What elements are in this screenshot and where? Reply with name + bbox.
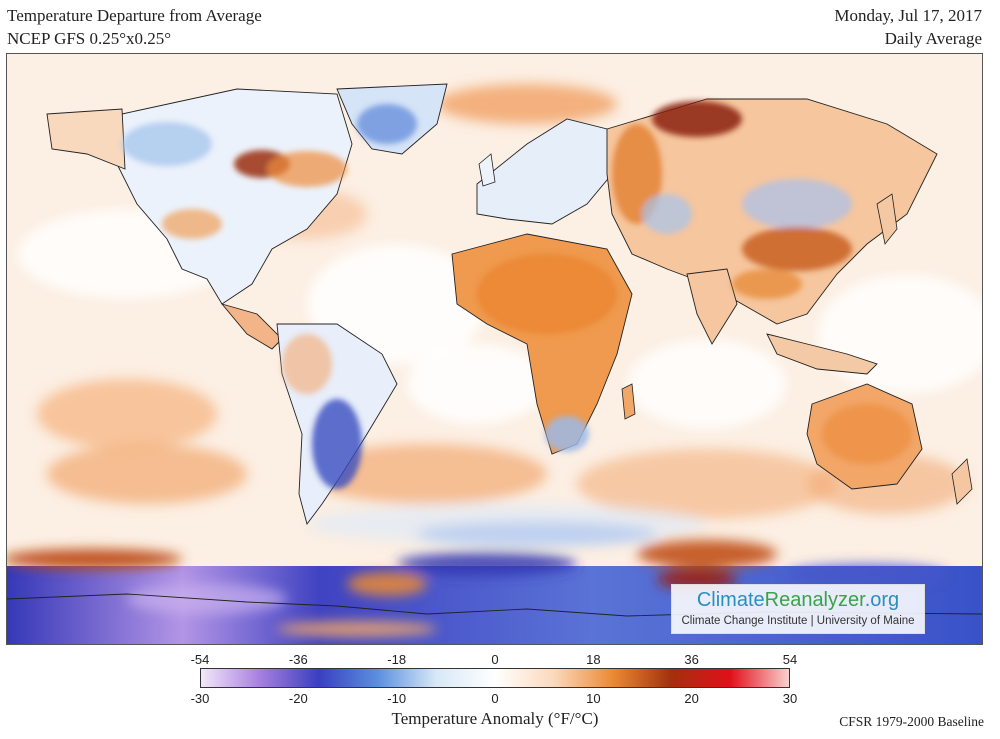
fahrenheit-tick: 0 [491,652,499,667]
fahrenheit-tick: -36 [288,652,308,667]
fahrenheit-tick: 18 [586,652,601,667]
map-canvas [7,54,982,644]
date-label: Monday, Jul 17, 2017 [834,6,982,25]
celsius-tick: -10 [387,691,407,706]
period-label: Daily Average [884,29,982,48]
celsius-ticks: -30 -20 -10 0 10 20 30 [191,691,798,707]
celsius-tick: -30 [190,691,210,706]
branding-box: ClimateReanalyzer.org Climate Change Ins… [671,584,925,634]
branding-name: ClimateReanalyzer.org [672,587,924,613]
branding-name-part2: Reanalyzer [764,589,865,611]
fahrenheit-tick: 54 [782,652,798,667]
celsius-tick: 0 [491,691,499,706]
header-left: Temperature Departure from Average NCEP … [7,4,262,50]
header-right: Monday, Jul 17, 2017 Daily Average [834,4,982,50]
legend-title: Temperature Anomaly (°F/°C) [391,709,599,728]
branding-name-part3: .org [864,589,900,611]
celsius-tick: 20 [684,691,699,706]
branding-subtitle: Climate Change Institute | University of… [681,615,915,627]
celsius-tick: 10 [586,691,601,706]
color-bar [200,668,790,688]
baseline-label: CFSR 1979-2000 Baseline [839,714,984,729]
color-legend: -54 -36 -18 0 18 36 54 -30 -20 -10 0 10 20 30 [191,652,798,707]
fahrenheit-tick: -18 [387,652,407,667]
map-title: Temperature Departure from Average [7,6,262,25]
celsius-tick: -20 [288,691,308,706]
fahrenheit-ticks: -54 -36 -18 0 18 36 54 [191,652,798,668]
fahrenheit-tick: -54 [190,652,210,667]
branding-name-part1: Climate [696,589,765,611]
fahrenheit-tick: 36 [684,652,699,667]
model-label: NCEP GFS 0.25°x0.25° [7,29,172,48]
land-anomalies [122,101,912,489]
celsius-tick: 30 [782,691,798,706]
anomaly-map: ClimateReanalyzer.org Climate Change Ins… [6,53,983,645]
